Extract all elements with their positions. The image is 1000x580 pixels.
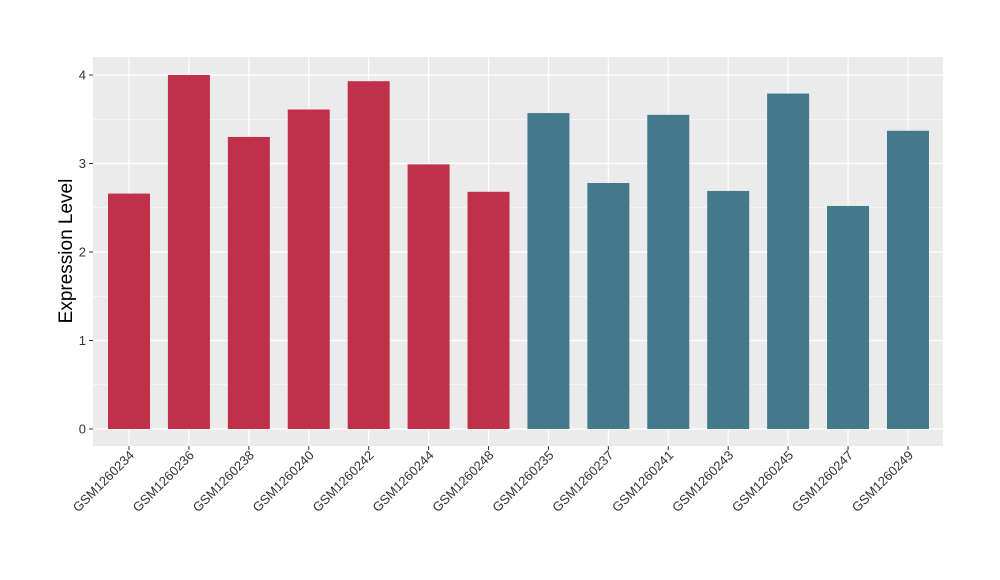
- y-tick-label: 1: [79, 333, 86, 348]
- x-tick-label: GSM1260238: [190, 448, 257, 515]
- x-tick-label: GSM1260248: [429, 448, 496, 515]
- bar-GSM1260236: [167, 75, 210, 429]
- x-tick-label: GSM1260242: [309, 448, 376, 515]
- x-tick-label: GSM1260237: [549, 448, 616, 515]
- y-axis: 0 1 2 3 4: [79, 68, 93, 437]
- bar-GSM1260237: [587, 182, 630, 429]
- y-tick-label: 4: [79, 68, 86, 83]
- x-tick-label: GSM1260234: [70, 448, 137, 515]
- bar-GSM1260249: [886, 130, 929, 429]
- bars: [108, 75, 929, 430]
- x-axis: GSM1260234GSM1260236GSM1260238GSM1260240…: [70, 446, 916, 515]
- x-tick-label: GSM1260245: [729, 448, 796, 515]
- bar-GSM1260245: [767, 93, 810, 430]
- x-tick-label: GSM1260247: [789, 448, 856, 515]
- x-tick-label: GSM1260243: [669, 448, 736, 515]
- bar-GSM1260244: [407, 164, 450, 429]
- y-tick-label: 3: [79, 156, 86, 171]
- x-tick-label: GSM1260236: [130, 448, 197, 515]
- y-tick-label: 0: [79, 422, 86, 437]
- bar-GSM1260243: [707, 190, 750, 429]
- x-tick-label: GSM1260240: [250, 448, 317, 515]
- y-tick-label: 2: [79, 245, 86, 260]
- bar-GSM1260248: [467, 191, 510, 429]
- x-tick-label: GSM1260235: [489, 448, 556, 515]
- x-tick-label: GSM1260244: [369, 448, 436, 515]
- x-tick-label: GSM1260241: [609, 448, 676, 515]
- y-axis-title: Expression Level: [56, 179, 77, 324]
- bar-GSM1260235: [527, 113, 570, 430]
- bar-GSM1260240: [287, 109, 330, 429]
- bar-GSM1260247: [827, 205, 870, 429]
- bar-GSM1260234: [108, 193, 150, 429]
- x-tick-label: GSM1260249: [849, 448, 916, 515]
- bar-GSM1260238: [227, 136, 270, 429]
- bar-GSM1260241: [647, 114, 690, 429]
- bar-GSM1260242: [347, 81, 390, 429]
